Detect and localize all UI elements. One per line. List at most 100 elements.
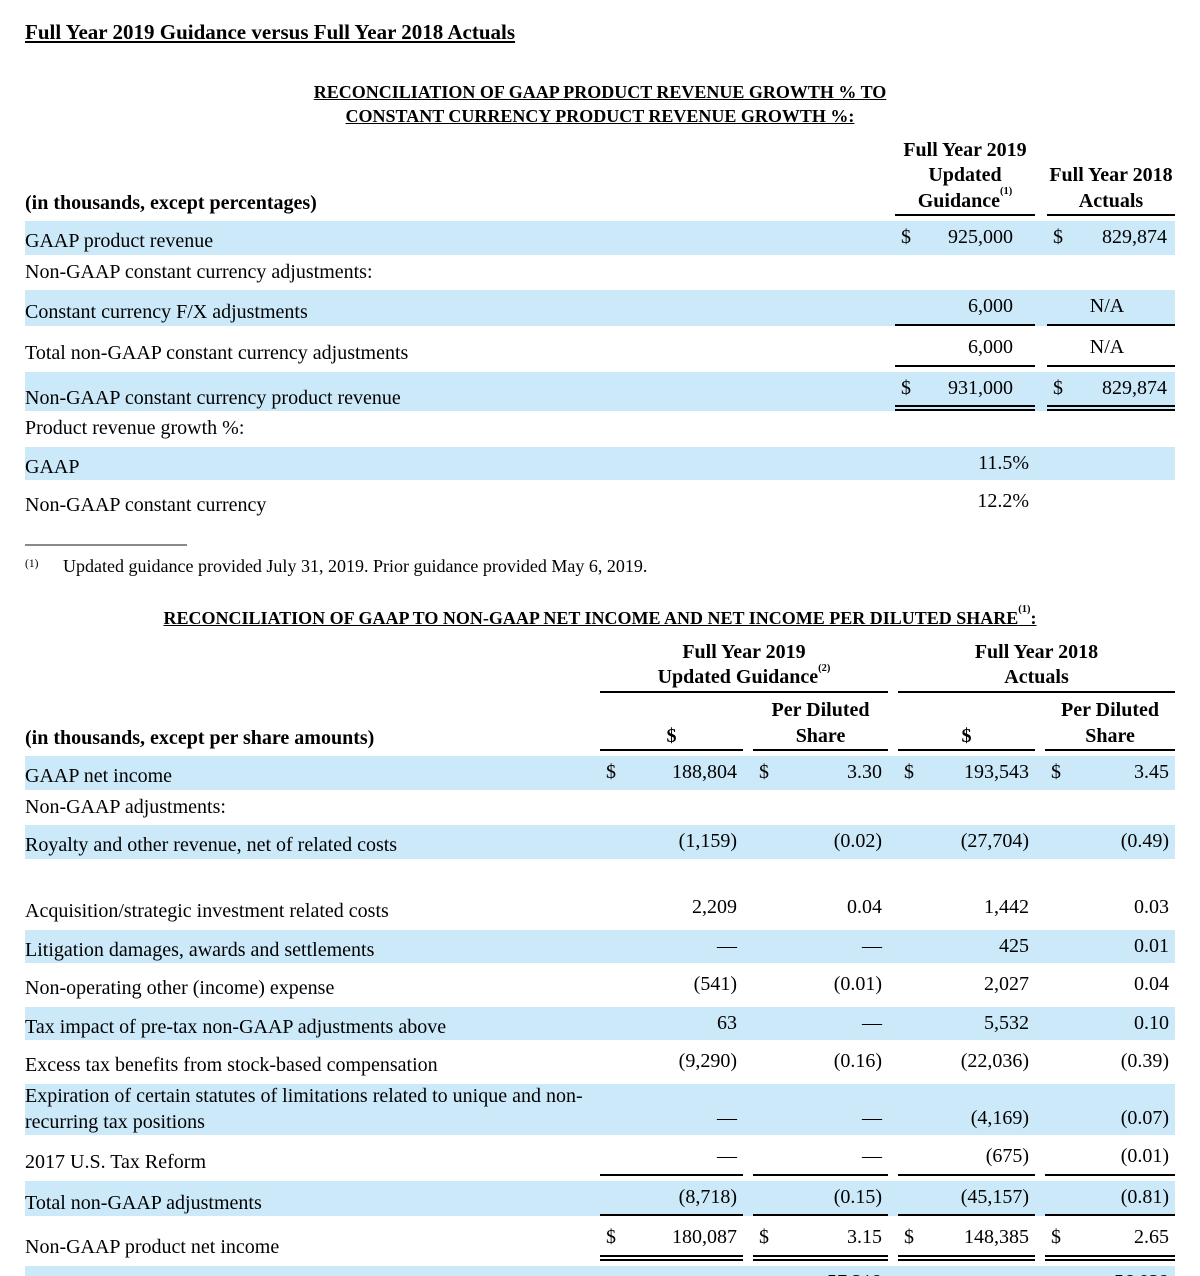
value-cell: (0.15)	[753, 1180, 889, 1217]
value-cell: —	[600, 929, 743, 964]
value-cell: (27,704)	[898, 825, 1036, 859]
column-gap	[743, 698, 753, 751]
value-cell: (675)	[898, 1140, 1036, 1176]
value-cell	[895, 416, 1035, 442]
value-cell: $829,874	[1047, 371, 1175, 412]
footnote-block-1: (1) Updated guidance provided July 31, 2…	[25, 544, 1175, 577]
row-label: Non-GAAP product net income	[25, 1236, 280, 1259]
value-cell: $3.30	[753, 756, 889, 790]
table-row: Non-GAAP constant currency adjustments:	[25, 260, 1175, 286]
dollar-sign: $	[1053, 226, 1063, 249]
value-cell	[1047, 446, 1175, 481]
value-cell: $925,000	[895, 221, 1035, 255]
value-cell	[753, 795, 888, 821]
section1-heading: RECONCILIATION OF GAAP PRODUCT REVENUE G…	[313, 82, 887, 126]
table-row: Non-GAAP constant currency product reven…	[25, 371, 1175, 412]
revenue-growth-table: (in thousands, except percentages) Full …	[25, 133, 1175, 525]
value-cell: —	[600, 1083, 743, 1136]
row-label: Acquisition/strategic investment related…	[25, 899, 389, 922]
value-cell: $931,000	[895, 371, 1035, 412]
value-cell: N/A	[1047, 331, 1175, 367]
value-cell: $148,385	[898, 1221, 1036, 1261]
value-cell: —	[753, 1083, 889, 1136]
row-label: Non-operating other (income) expense	[25, 977, 335, 1000]
table-row: Constant currency F/X adjustments 6,000 …	[25, 290, 1175, 327]
value-cell: (9,290)	[678, 1050, 737, 1073]
value-cell	[1045, 795, 1175, 821]
table-row: Weighted average shares outstanding - di…	[25, 1265, 1176, 1276]
group-header-row: Full Year 2019 Updated Guidance(2) Full …	[25, 640, 1176, 693]
amount: 925,000	[948, 226, 1013, 249]
value-cell: $3.15	[753, 1221, 889, 1261]
column-gap	[1035, 331, 1047, 367]
row-label: Product revenue growth %:	[25, 417, 245, 440]
column-gap	[1035, 698, 1045, 751]
column-gap	[1035, 138, 1047, 217]
row-label: Tax impact of pre-tax non-GAAP adjustmen…	[25, 1006, 600, 1041]
sub-header-pds-2018: Per Diluted Share	[1045, 698, 1176, 752]
group-header-2018: Full Year 2018 Actuals	[898, 640, 1176, 693]
column-gap	[1035, 221, 1047, 255]
spacer-row	[25, 863, 1176, 886]
table-row: Excess tax benefits from stock-based com…	[25, 1045, 1175, 1079]
value-cell: 0.03	[1134, 895, 1170, 918]
value-cell: (0.01)	[833, 973, 883, 996]
value-cell: (0.49)	[1045, 825, 1176, 859]
column-gap	[1035, 446, 1047, 481]
table-row: GAAP 11.5%	[25, 446, 1175, 481]
row-label: Non-GAAP adjustments:	[25, 795, 226, 818]
value-cell: $2.65	[1045, 1221, 1176, 1261]
value-cell: 0.04	[847, 895, 883, 918]
sub-header-row: (in thousands, except per share amounts)…	[25, 698, 1176, 752]
footnote-ref: (2)	[818, 662, 831, 674]
net-income-table: Full Year 2019 Updated Guidance(2) Full …	[25, 635, 1176, 1276]
value-cell: $180,087	[600, 1221, 743, 1261]
amount: 180,087	[672, 1226, 737, 1249]
table-header-row: (in thousands, except percentages) Full …	[25, 138, 1175, 217]
table-row: Tax impact of pre-tax non-GAAP adjustmen…	[25, 1006, 1176, 1041]
row-label: Constant currency F/X adjustments	[25, 290, 895, 327]
value-cell: (22,036)	[960, 1050, 1030, 1073]
value-cell: (0.07)	[1045, 1083, 1176, 1136]
value-cell	[898, 795, 1035, 821]
table-row: Non-GAAP constant currency 12.2%	[25, 485, 1175, 519]
value-cell	[1047, 416, 1175, 442]
dollar-sign: $	[904, 1226, 915, 1249]
value-cell: 1,442	[984, 895, 1030, 918]
sub-header-pds-2019: Per Diluted Share	[753, 698, 889, 752]
column-gap	[743, 756, 753, 790]
footnote: (1) Updated guidance provided July 31, 2…	[25, 556, 1175, 577]
value-cell: (0.81)	[1045, 1180, 1176, 1217]
table-row: Litigation damages, awards and settlemen…	[25, 929, 1176, 964]
amount: 3.45	[1134, 761, 1170, 784]
column-gap	[1035, 371, 1047, 412]
column-gap	[1035, 260, 1047, 286]
row-label: Total non-GAAP adjustments	[25, 1180, 600, 1217]
footnote-ref: (1)	[1000, 186, 1013, 198]
amount: 188,804	[672, 761, 737, 784]
value-cell: (0.01)	[1045, 1140, 1176, 1176]
amount: 3.15	[847, 1226, 883, 1249]
row-label: Expiration of certain statutes of limita…	[25, 1083, 600, 1136]
value-cell: 12.2%	[977, 490, 1029, 513]
dollar-sign: $	[759, 761, 769, 784]
row-label: Non-GAAP constant currency product reven…	[25, 371, 895, 412]
value-cell: 0.10	[1045, 1006, 1176, 1041]
amount: 2.65	[1134, 1226, 1170, 1249]
column-gap	[888, 640, 898, 693]
value-cell	[600, 795, 743, 821]
value-cell: $188,804	[600, 756, 743, 790]
row-label: Litigation damages, awards and settlemen…	[25, 929, 600, 964]
table-row: Non-GAAP adjustments:	[25, 795, 1175, 821]
value-cell: $193,543	[898, 756, 1036, 790]
value-cell: 2,027	[984, 973, 1030, 996]
sub-header-dollar-2018: $	[898, 698, 1036, 752]
value-cell: (0.02)	[753, 825, 889, 859]
unit-note: (in thousands, except per share amounts)	[25, 726, 375, 749]
table-row: GAAP product revenue $925,000 $829,874	[25, 221, 1175, 255]
footnote-marker: (1)	[25, 558, 39, 571]
amount: 829,874	[1102, 226, 1167, 249]
value-cell: —	[753, 929, 889, 964]
page-title: Full Year 2019 Guidance versus Full Year…	[25, 20, 516, 44]
